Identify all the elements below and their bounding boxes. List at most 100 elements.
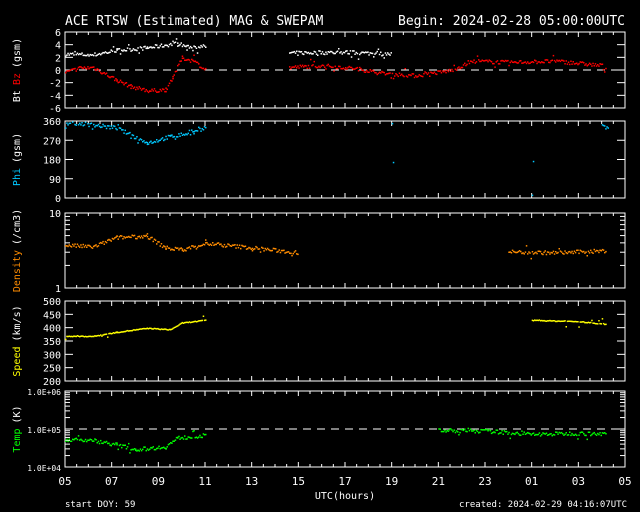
data-point-density [170, 249, 172, 251]
data-point-bz [497, 63, 500, 65]
data-point-temp [523, 431, 525, 433]
data-point-speed [550, 320, 552, 322]
data-point-density [108, 238, 110, 241]
data-point-bz [107, 75, 109, 77]
data-point-temp [128, 442, 130, 445]
data-point-bz [153, 88, 156, 90]
data-point-density [597, 250, 599, 252]
data-point-phi [87, 123, 89, 125]
data-point-density [268, 248, 270, 251]
data-point-density [542, 253, 544, 256]
data-point-density [278, 249, 280, 251]
data-point-speed [570, 320, 572, 323]
data-point-phi [96, 124, 98, 127]
data-point-bz [441, 70, 444, 72]
data-point-temp [172, 440, 174, 442]
data-point-bz [511, 61, 514, 63]
data-point-temp [559, 432, 562, 434]
data-point-temp [69, 440, 72, 442]
data-point-density [151, 236, 153, 239]
data-point-speed [77, 335, 80, 337]
data-point-speed [590, 321, 592, 324]
data-point-bz [175, 70, 178, 72]
panel-frame [64, 300, 626, 382]
data-point-temp [514, 433, 516, 436]
data-point-temp [129, 452, 131, 454]
y-axis-label: Density(/cm3) [12, 209, 23, 292]
data-point-bz [444, 70, 446, 72]
data-point-speed [551, 320, 553, 322]
data-point-phi [170, 134, 172, 137]
data-point-density [160, 243, 163, 245]
data-point-bt [289, 52, 291, 54]
data-point-bt [178, 44, 180, 47]
data-point-bt [132, 48, 135, 50]
data-point-bt [87, 53, 89, 56]
data-point-bz [587, 64, 590, 66]
data-point-bz [186, 59, 188, 61]
data-point-bz [598, 65, 600, 67]
data-point-bz [412, 73, 415, 75]
data-point-temp [495, 429, 497, 431]
data-point-temp [527, 431, 529, 434]
data-point-bt [142, 49, 144, 51]
data-point-bt [73, 54, 75, 56]
data-point-phi [136, 136, 138, 138]
y-tick-label: 1.0E+06 [27, 388, 61, 397]
data-point-bt [146, 46, 149, 48]
data-point-bz [493, 62, 495, 65]
data-point-bt [381, 55, 383, 57]
data-point-bz [597, 64, 599, 66]
data-point-temp [465, 430, 467, 433]
data-point-bz [105, 72, 108, 74]
data-point-bt [368, 54, 370, 56]
data-point-bz [349, 66, 352, 69]
data-point-bz [164, 90, 166, 93]
data-point-density [289, 252, 291, 254]
data-point-temp [600, 434, 602, 437]
data-point-temp [472, 430, 474, 432]
data-point-bz [536, 62, 538, 65]
data-point-bt [364, 51, 367, 53]
data-point-temp [84, 438, 87, 441]
data-point-temp [107, 442, 109, 445]
data-point-speed [536, 319, 538, 321]
data-point-temp [464, 428, 466, 430]
x-tick-label: 13 [245, 475, 258, 488]
data-point-phi [165, 135, 167, 138]
data-point-bz [560, 59, 563, 61]
data-point-density [73, 245, 75, 247]
data-point-temp [601, 432, 604, 434]
data-point-phi [124, 129, 126, 132]
data-point-bz [363, 71, 366, 73]
data-point-speed [156, 328, 158, 330]
data-point-bt [129, 48, 131, 50]
data-point-density [545, 253, 548, 256]
data-point-bt [333, 52, 335, 55]
data-point-bz [376, 73, 378, 76]
data-point-density [592, 252, 594, 254]
data-point-speed [205, 319, 207, 321]
data-point-bz [515, 61, 517, 64]
data-point-phi [66, 122, 68, 124]
data-point-temp [88, 439, 90, 441]
data-point-temp [108, 442, 110, 444]
data-point-bz [362, 69, 364, 72]
data-point-density [528, 251, 530, 253]
data-point-speed [94, 335, 96, 337]
data-point-temp [90, 439, 93, 441]
data-point-bz [188, 59, 191, 61]
data-point-density [600, 250, 602, 252]
data-point-speed [68, 335, 70, 337]
data-point-bz [595, 65, 598, 67]
data-point-bt [89, 53, 91, 56]
data-point-density [563, 253, 565, 255]
data-point-bz [114, 79, 116, 82]
data-point-phi [172, 136, 174, 138]
data-point-bz [447, 70, 450, 73]
data-point-temp [444, 429, 446, 431]
data-point-temp [139, 448, 142, 450]
data-point-temp [574, 433, 577, 436]
data-point-bt [110, 49, 112, 51]
data-point-phi [144, 142, 146, 144]
